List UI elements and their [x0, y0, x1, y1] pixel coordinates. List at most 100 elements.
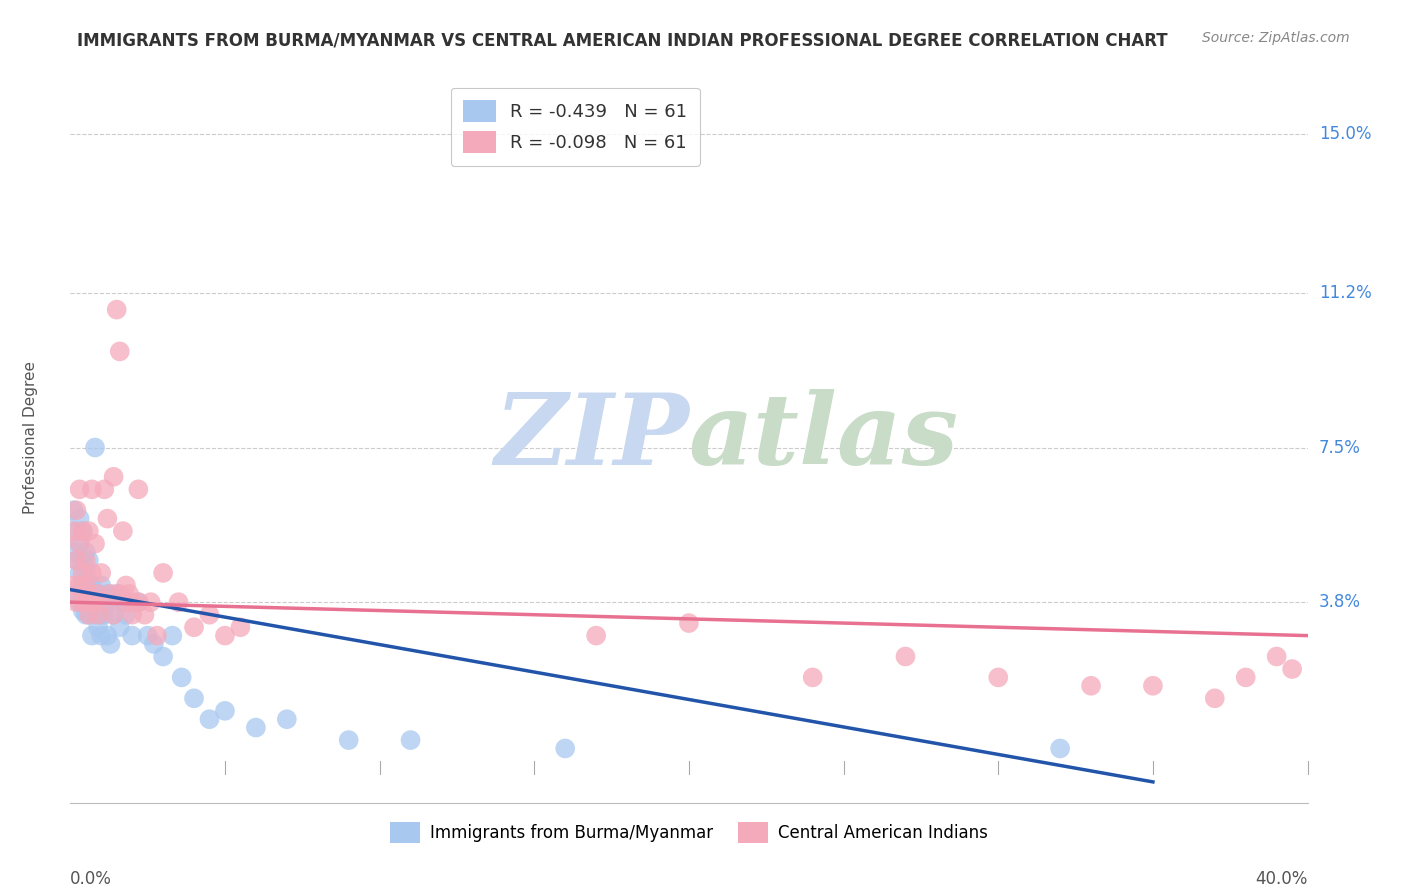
Text: atlas: atlas — [689, 389, 959, 485]
Point — [72, 595, 94, 609]
Point — [127, 483, 149, 497]
Point — [84, 607, 107, 622]
Point — [245, 721, 267, 735]
Point — [229, 620, 252, 634]
Point — [80, 587, 103, 601]
Point — [183, 620, 205, 634]
Point — [69, 566, 91, 580]
Point — [554, 741, 576, 756]
Point — [77, 595, 100, 609]
Legend: Immigrants from Burma/Myanmar, Central American Indians: Immigrants from Burma/Myanmar, Central A… — [384, 815, 994, 849]
Point — [65, 503, 87, 517]
Point — [80, 603, 103, 617]
Point — [108, 620, 131, 634]
Point — [162, 629, 184, 643]
Point — [96, 511, 118, 525]
Point — [167, 595, 190, 609]
Point — [96, 587, 118, 601]
Point — [108, 587, 131, 601]
Point — [75, 587, 97, 601]
Point — [93, 595, 115, 609]
Point — [62, 545, 84, 559]
Point — [1142, 679, 1164, 693]
Point — [170, 670, 193, 684]
Point — [105, 587, 128, 601]
Point — [69, 578, 91, 592]
Point — [127, 595, 149, 609]
Point — [77, 578, 100, 592]
Point — [65, 524, 87, 538]
Point — [72, 578, 94, 592]
Point — [62, 524, 84, 538]
Point — [84, 595, 107, 609]
Point — [1204, 691, 1226, 706]
Point — [100, 637, 122, 651]
Point — [103, 607, 125, 622]
Point — [100, 595, 122, 609]
Point — [115, 578, 138, 592]
Text: ZIP: ZIP — [494, 389, 689, 485]
Point — [84, 595, 107, 609]
Point — [103, 607, 125, 622]
Point — [399, 733, 422, 747]
Point — [801, 670, 824, 684]
Point — [108, 344, 131, 359]
Point — [72, 553, 94, 567]
Point — [93, 607, 115, 622]
Point — [77, 524, 100, 538]
Point — [1049, 741, 1071, 756]
Point — [136, 629, 159, 643]
Point — [72, 603, 94, 617]
Point — [75, 553, 97, 567]
Text: 11.2%: 11.2% — [1319, 284, 1371, 301]
Point — [198, 607, 221, 622]
Point — [75, 578, 97, 592]
Point — [127, 595, 149, 609]
Text: 3.8%: 3.8% — [1319, 593, 1361, 611]
Point — [1080, 679, 1102, 693]
Point — [100, 587, 122, 601]
Point — [90, 607, 112, 622]
Point — [69, 511, 91, 525]
Point — [115, 607, 138, 622]
Point — [214, 629, 236, 643]
Point — [214, 704, 236, 718]
Point — [337, 733, 360, 747]
Point — [90, 578, 112, 592]
Point — [80, 578, 103, 592]
Text: Source: ZipAtlas.com: Source: ZipAtlas.com — [1202, 31, 1350, 45]
Point — [72, 566, 94, 580]
Point — [77, 587, 100, 601]
Point — [1281, 662, 1303, 676]
Point — [75, 566, 97, 580]
Point — [87, 587, 110, 601]
Point — [80, 629, 103, 643]
Point — [75, 545, 97, 559]
Point — [75, 595, 97, 609]
Text: 15.0%: 15.0% — [1319, 125, 1371, 143]
Point — [87, 620, 110, 634]
Point — [77, 607, 100, 622]
Text: 40.0%: 40.0% — [1256, 870, 1308, 888]
Point — [276, 712, 298, 726]
Point — [77, 553, 100, 567]
Point — [1234, 670, 1257, 684]
Point — [152, 649, 174, 664]
Point — [65, 553, 87, 567]
Point — [87, 607, 110, 622]
Point — [62, 578, 84, 592]
Point — [69, 595, 91, 609]
Point — [69, 536, 91, 550]
Point — [678, 616, 700, 631]
Point — [152, 566, 174, 580]
Point — [65, 595, 87, 609]
Point — [146, 629, 169, 643]
Point — [84, 441, 107, 455]
Point — [894, 649, 917, 664]
Point — [1265, 649, 1288, 664]
Point — [585, 629, 607, 643]
Point — [139, 595, 162, 609]
Point — [96, 629, 118, 643]
Point — [75, 607, 97, 622]
Point — [72, 524, 94, 538]
